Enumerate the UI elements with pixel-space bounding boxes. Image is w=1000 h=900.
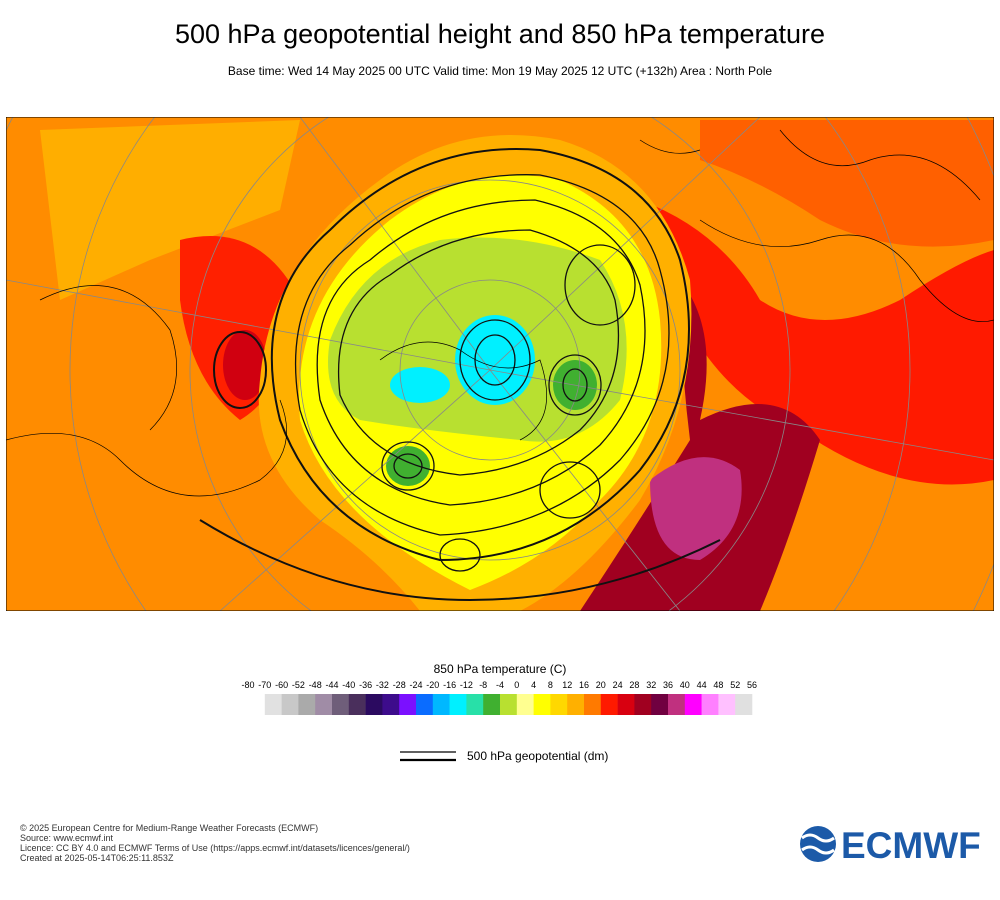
colorbar-tick-label: -32 bbox=[376, 680, 389, 690]
colorbar-tick-label: -24 bbox=[409, 680, 422, 690]
colorbar-tick-label: 36 bbox=[663, 680, 673, 690]
logo-text: ECMWF bbox=[841, 825, 981, 866]
colorbar-tick-label: 8 bbox=[548, 680, 553, 690]
colorbar-swatch bbox=[617, 694, 635, 715]
colorbar-swatch bbox=[399, 694, 417, 715]
colorbar-title: 850 hPa temperature (C) bbox=[434, 662, 567, 676]
colorbar-swatch bbox=[365, 694, 383, 715]
colorbar-swatch bbox=[684, 694, 702, 715]
warm-area bbox=[700, 120, 994, 247]
colorbar-tick-label: 16 bbox=[579, 680, 589, 690]
colorbar-tick-label: -40 bbox=[342, 680, 355, 690]
colorbar-swatch bbox=[500, 694, 518, 715]
colorbar-swatch bbox=[298, 694, 316, 715]
very-hot-area bbox=[580, 280, 820, 611]
colorbar-tick-label: 44 bbox=[697, 680, 707, 690]
colorbar-tick-label: 0 bbox=[514, 680, 519, 690]
legend-label: 500 hPa geopotential (dm) bbox=[467, 749, 608, 763]
colorbar-tick-label: -28 bbox=[393, 680, 406, 690]
hot-area bbox=[223, 330, 267, 400]
colorbar-swatch bbox=[332, 694, 350, 715]
extreme-area bbox=[650, 457, 742, 560]
colorbar-tick-label: -44 bbox=[325, 680, 338, 690]
very-cold-area bbox=[390, 367, 450, 403]
colorbar-swatch bbox=[382, 694, 400, 715]
hot-area bbox=[640, 200, 994, 485]
colorbar-tick-label: 56 bbox=[747, 680, 757, 690]
colorbar-tick-label: 32 bbox=[646, 680, 656, 690]
colorbar-swatch bbox=[600, 694, 618, 715]
coastlines bbox=[6, 129, 994, 497]
colorbar-swatch bbox=[348, 694, 366, 715]
cold-area bbox=[386, 446, 430, 486]
colorbar-swatch bbox=[416, 694, 434, 715]
colorbar-swatch bbox=[718, 694, 736, 715]
colorbar-tick-label: -36 bbox=[359, 680, 372, 690]
footer-line: Licence: CC BY 4.0 and ECMWF Terms of Us… bbox=[20, 843, 410, 853]
colorbar-swatch bbox=[651, 694, 669, 715]
very-cold-area bbox=[455, 315, 535, 405]
colorbar-tick-label: 20 bbox=[596, 680, 606, 690]
colorbar-tick-label: 12 bbox=[562, 680, 572, 690]
colorbar-tick-label: 40 bbox=[680, 680, 690, 690]
geopotential-contours bbox=[199, 148, 721, 602]
colorbar-swatch bbox=[550, 694, 568, 715]
colorbar-swatch bbox=[432, 694, 450, 715]
colorbar-swatch bbox=[584, 694, 602, 715]
colorbar-swatch bbox=[281, 694, 299, 715]
footer: © 2025 European Centre for Medium-Range … bbox=[20, 823, 410, 863]
colorbar-swatch bbox=[567, 694, 585, 715]
footer-line: Source: www.ecmwf.int bbox=[20, 833, 114, 843]
colorbar-tick-label: -16 bbox=[443, 680, 456, 690]
colorbar-tick-label: -60 bbox=[275, 680, 288, 690]
title: 500 hPa geopotential height and 850 hPa … bbox=[175, 19, 825, 49]
colorbar-tick-label: -4 bbox=[496, 680, 504, 690]
colorbar-swatch bbox=[701, 694, 719, 715]
colorbar-swatch bbox=[735, 694, 753, 715]
colorbar-swatch bbox=[668, 694, 686, 715]
colorbar-swatch bbox=[483, 694, 501, 715]
colorbar-tick-label: 24 bbox=[613, 680, 623, 690]
colorbar-tick-label: -20 bbox=[426, 680, 439, 690]
logo: ECMWF bbox=[800, 825, 981, 866]
colorbar-swatch bbox=[533, 694, 551, 715]
colorbar-swatch bbox=[449, 694, 467, 715]
footer-line: © 2025 European Centre for Medium-Range … bbox=[20, 823, 318, 833]
logo-waves bbox=[801, 833, 835, 855]
logo-icon bbox=[800, 826, 836, 862]
colorbar-swatch bbox=[315, 694, 333, 715]
footer-line: Created at 2025-05-14T06:25:11.853Z bbox=[20, 853, 174, 863]
colorbar-swatch bbox=[634, 694, 652, 715]
colorbar-tick-label: 52 bbox=[730, 680, 740, 690]
colorbar-swatch bbox=[264, 694, 282, 715]
colorbar: -80 -70 -60 -52 -48 -44 -40 -36 -32 -28 -24 -20 -16-… bbox=[241, 680, 757, 715]
colorbar-tick-label: 48 bbox=[713, 680, 723, 690]
colorbar-tick-label: -12 bbox=[460, 680, 473, 690]
colorbar-tick-label: -8 bbox=[479, 680, 487, 690]
colorbar-tick-label: 4 bbox=[531, 680, 536, 690]
colorbar-tick-label: -52 bbox=[292, 680, 305, 690]
colorbar-tick-label: -48 bbox=[309, 680, 322, 690]
colorbar-tick-label: -70 bbox=[258, 680, 271, 690]
subtitle: Base time: Wed 14 May 2025 00 UTC Valid … bbox=[228, 64, 772, 78]
colorbar-tick-label: -80 bbox=[241, 680, 254, 690]
colorbar-tick-label: 28 bbox=[629, 680, 639, 690]
colorbar-swatch bbox=[516, 694, 534, 715]
colorbar-swatch bbox=[466, 694, 484, 715]
warm-area bbox=[40, 120, 300, 300]
